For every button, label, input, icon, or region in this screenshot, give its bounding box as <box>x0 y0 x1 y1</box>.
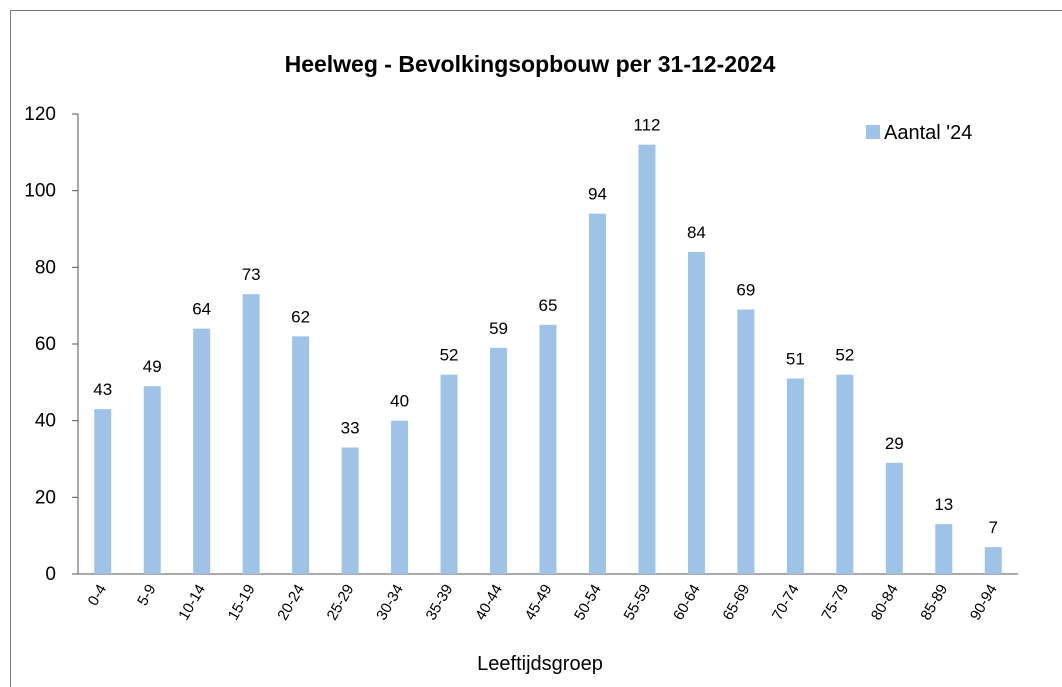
data-label: 29 <box>885 434 904 453</box>
x-tick-label: 30-34 <box>373 582 407 624</box>
x-axis-label: Leeftijdsgroep <box>477 653 603 675</box>
y-tick-label: 120 <box>24 104 56 125</box>
bar <box>242 294 260 574</box>
data-label: 51 <box>786 350 805 369</box>
chart-border <box>10 10 1062 687</box>
chart-title: Heelweg - Bevolkingsopbouw per 31-12-202… <box>285 51 776 77</box>
bar <box>737 309 755 574</box>
x-tick-label: 35-39 <box>423 582 457 624</box>
legend-label: Aantal '24 <box>884 122 972 144</box>
y-tick-label: 60 <box>35 334 56 355</box>
bar <box>391 420 409 574</box>
data-label: 43 <box>93 380 112 399</box>
x-tick-label: 45-49 <box>522 582 556 624</box>
data-label: 52 <box>440 346 459 365</box>
x-tick-label: 10-14 <box>175 582 209 624</box>
bar <box>588 213 606 574</box>
x-tick-label: 75-79 <box>818 582 852 624</box>
bar <box>292 336 310 574</box>
data-label: 33 <box>341 419 360 438</box>
bar <box>935 524 953 574</box>
x-tick-label: 15-19 <box>225 582 259 624</box>
data-label: 112 <box>633 116 660 135</box>
x-tick-label: 25-29 <box>324 582 358 624</box>
data-label: 7 <box>989 518 998 537</box>
y-tick-label: 100 <box>24 181 56 202</box>
data-label: 59 <box>489 319 508 338</box>
x-tick-label: 5-9 <box>134 582 160 609</box>
x-tick-label: 70-74 <box>769 582 803 624</box>
data-label: 84 <box>687 223 706 242</box>
bar <box>984 547 1002 574</box>
legend-swatch <box>866 125 880 139</box>
bar <box>786 378 804 574</box>
x-tick-label: 65-69 <box>719 582 753 624</box>
x-tick-label: 55-59 <box>621 582 655 624</box>
bar <box>638 144 656 574</box>
x-tick-label: 80-84 <box>868 582 902 624</box>
bar <box>341 447 359 574</box>
bar <box>193 328 211 574</box>
y-tick-label: 80 <box>35 257 56 278</box>
data-label: 13 <box>934 495 953 514</box>
data-label: 73 <box>242 265 261 284</box>
bar <box>94 409 112 574</box>
bar <box>836 374 854 574</box>
y-tick-label: 40 <box>35 411 56 432</box>
x-tick-label: 20-24 <box>274 582 308 624</box>
data-label: 62 <box>291 307 310 326</box>
data-label: 64 <box>192 300 211 319</box>
data-label: 49 <box>143 357 162 376</box>
data-label: 40 <box>390 392 409 411</box>
y-tick-label: 20 <box>35 487 56 508</box>
bar <box>885 462 903 574</box>
data-label: 65 <box>539 296 558 315</box>
y-tick-label: 0 <box>45 564 56 585</box>
x-tick-label: 85-89 <box>917 582 951 624</box>
bar <box>440 374 458 574</box>
x-tick-label: 60-64 <box>670 582 704 624</box>
bar <box>143 386 161 574</box>
x-tick-label: 40-44 <box>472 582 506 624</box>
bar <box>539 324 557 574</box>
bar <box>490 347 508 574</box>
data-label: 69 <box>736 281 755 300</box>
x-tick-label: 50-54 <box>571 582 605 624</box>
data-label: 94 <box>588 185 607 204</box>
x-tick-label: 0-4 <box>85 582 111 609</box>
data-label: 52 <box>835 346 854 365</box>
x-tick-label: 90-94 <box>967 582 1001 624</box>
bar <box>687 252 705 574</box>
